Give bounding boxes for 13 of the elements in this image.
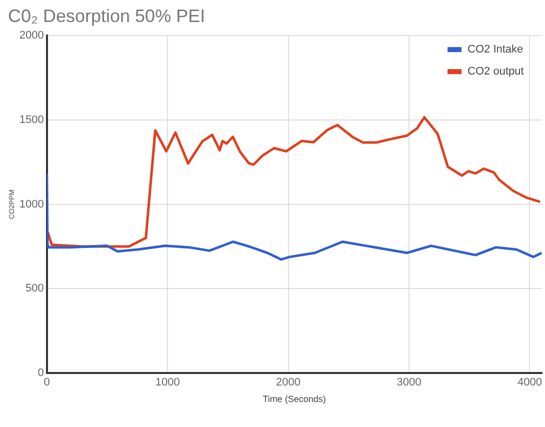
x-tick-label: 4000	[517, 376, 542, 389]
x-tick-label: 2000	[276, 376, 301, 389]
legend-label: CO2 output	[468, 66, 524, 78]
legend-label: CO2 Intake	[468, 44, 524, 56]
y-tick-label: 1000	[19, 198, 44, 210]
chart-title: C0₂ Desorption 50% PEI	[8, 6, 206, 26]
x-tick-label: 1000	[155, 376, 180, 389]
y-tick-label: 0	[38, 367, 44, 380]
y-tick-label: 2000	[19, 30, 44, 42]
x-tick-label: 3000	[396, 376, 422, 389]
y-tick-label: 1500	[19, 114, 44, 126]
y-tick-label: 500	[26, 282, 44, 295]
x-axis-title: Time (Seconds)	[262, 394, 326, 404]
